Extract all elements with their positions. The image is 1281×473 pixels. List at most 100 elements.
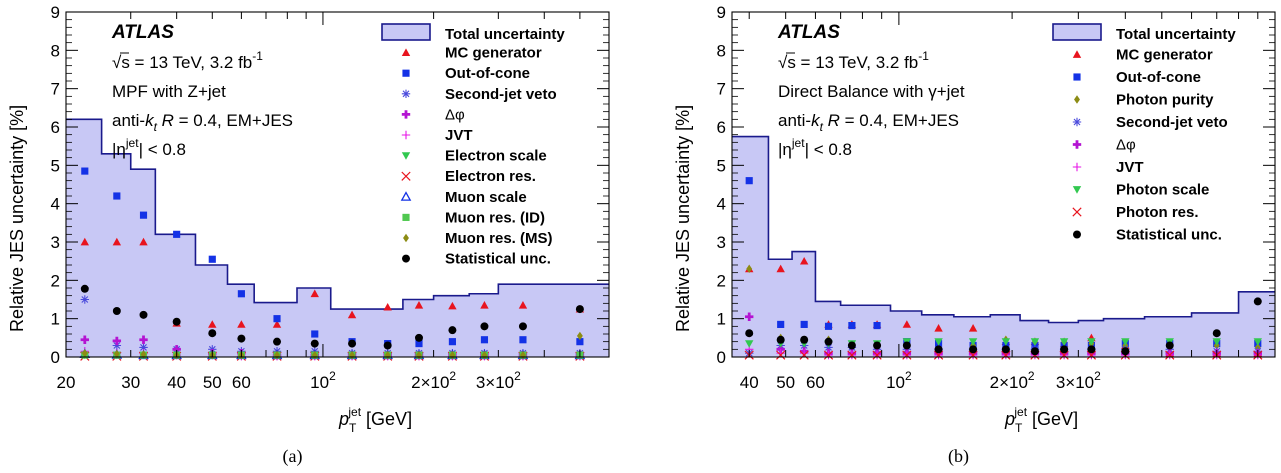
point-triangle-up-0-11 bbox=[448, 301, 457, 310]
point-circle-8-7 bbox=[934, 345, 943, 354]
point-circle-10-12 bbox=[480, 322, 489, 331]
legend-label: Statistical unc. bbox=[445, 251, 551, 268]
point-circle-8-6 bbox=[902, 341, 911, 350]
legend-swatch-total bbox=[381, 23, 431, 41]
legend-marker-6 bbox=[1072, 186, 1082, 194]
point-cross-7-3 bbox=[823, 350, 834, 360]
point-triangle-up-0-13 bbox=[518, 301, 528, 309]
point-circle-8-3 bbox=[824, 337, 833, 346]
legend-label: Out-of-cone bbox=[1116, 69, 1201, 86]
annotation-line: √s = 13 TeV, 3.2 fb-1 bbox=[112, 49, 263, 72]
annotation-line: Direct Balance with γ+jet bbox=[778, 82, 965, 101]
legend-label: Second-jet veto bbox=[1116, 114, 1228, 131]
legend-marker-8 bbox=[402, 213, 410, 221]
legend-label: Statistical unc. bbox=[1116, 227, 1222, 244]
point-diamond-9-2 bbox=[140, 350, 147, 359]
legend-marker-0 bbox=[401, 48, 411, 56]
y-tick-label: 8 bbox=[717, 41, 726, 60]
point-cross-7-1 bbox=[776, 350, 786, 360]
point-square-1-3 bbox=[824, 322, 833, 330]
point-square-1-14 bbox=[576, 338, 584, 346]
point-square-1-6 bbox=[273, 315, 281, 323]
point-circle-8-1 bbox=[776, 335, 785, 344]
y-tick-label: 7 bbox=[51, 80, 60, 99]
y-tick-label: 2 bbox=[51, 271, 60, 290]
x-tick-label: 50 bbox=[203, 373, 222, 392]
point-circle-10-0 bbox=[80, 284, 89, 293]
legend-marker-2 bbox=[1074, 95, 1080, 104]
total-uncertainty-outline bbox=[66, 118, 609, 310]
annotation-line: |ηjet| < 0.8 bbox=[112, 136, 186, 159]
point-square-1-5 bbox=[237, 290, 245, 298]
point-triangle-up-0-4 bbox=[208, 320, 217, 328]
legend-marker-3 bbox=[401, 110, 411, 119]
y-tick-label: 5 bbox=[51, 156, 60, 175]
point-triangle-down-6-10 bbox=[1030, 338, 1040, 346]
legend-label: Electron scale bbox=[445, 148, 547, 165]
point-cross-7-8 bbox=[968, 350, 978, 360]
point-triangle-up-0-7 bbox=[934, 324, 943, 332]
point-circle-10-13 bbox=[518, 322, 527, 331]
legend-label: Photon res. bbox=[1116, 204, 1199, 221]
y-axis-label: Relative JES uncertainty [%] bbox=[7, 105, 27, 332]
point-circle-8-15 bbox=[1212, 329, 1221, 338]
x-tick-label: 3×102 bbox=[476, 369, 521, 392]
x-tick-label: 2×102 bbox=[990, 369, 1035, 392]
annotation-line: anti-kt R = 0.4, EM+JES bbox=[112, 111, 293, 134]
point-triangle-up-0-0 bbox=[80, 237, 90, 246]
point-triangle-down-6-13 bbox=[1121, 338, 1130, 346]
point-triangle-up-0-2 bbox=[139, 237, 148, 246]
point-plus-bold-3-0 bbox=[80, 335, 90, 344]
point-triangle-up-0-7 bbox=[310, 289, 319, 298]
point-circle-10-6 bbox=[273, 337, 282, 346]
legend-label: Muon scale bbox=[445, 189, 527, 206]
x-tick-label: 20 bbox=[57, 373, 76, 392]
point-triangle-up-0-8 bbox=[968, 324, 978, 332]
point-circle-10-4 bbox=[208, 329, 217, 338]
point-triangle-up-0-12 bbox=[480, 301, 489, 309]
legend-label: MC generator bbox=[445, 45, 542, 62]
legend-label: Δφ bbox=[1116, 137, 1136, 154]
point-square-1-2 bbox=[800, 320, 808, 328]
point-square-1-2 bbox=[139, 211, 148, 219]
total-uncertainty-band bbox=[732, 136, 1275, 357]
atlas-label: ATLAS bbox=[777, 22, 840, 43]
point-triangle-up-0-10 bbox=[414, 301, 424, 309]
legend-label: Photon purity bbox=[1116, 92, 1214, 109]
point-asterisk-2-2 bbox=[139, 343, 148, 352]
x-tick-label: 3×102 bbox=[1056, 369, 1101, 392]
legend-label: Total uncertainty bbox=[1116, 26, 1236, 43]
legend-label: Total uncertainty bbox=[445, 26, 565, 43]
legend-swatch-total bbox=[1052, 23, 1102, 41]
y-axis-label: Relative JES uncertainty [%] bbox=[673, 105, 693, 332]
point-square-1-11 bbox=[448, 338, 456, 346]
legend-marker-3 bbox=[1072, 117, 1082, 127]
point-asterisk-2-1 bbox=[112, 341, 122, 350]
y-tick-label: 2 bbox=[717, 271, 726, 290]
point-diamond-2-0 bbox=[746, 264, 753, 274]
legend-marker-4 bbox=[1072, 140, 1082, 149]
point-triangle-down-6-11 bbox=[1059, 338, 1069, 346]
point-triangle-up-0-1 bbox=[112, 237, 122, 246]
annotation-line: |ηjet| < 0.8 bbox=[778, 136, 852, 159]
legend-label: Muon res. (MS) bbox=[445, 230, 553, 247]
point-cross-7-14 bbox=[1165, 350, 1175, 360]
point-square-1-10 bbox=[415, 340, 423, 348]
point-circle-10-10 bbox=[414, 333, 423, 342]
point-circle-8-2 bbox=[800, 335, 809, 344]
point-circle-8-0 bbox=[745, 329, 754, 338]
point-square-1-13 bbox=[519, 336, 527, 344]
panel-caption: (a) bbox=[283, 446, 303, 467]
point-circle-8-11 bbox=[1060, 345, 1069, 354]
y-tick-label: 3 bbox=[717, 233, 726, 252]
total-uncertainty-band bbox=[66, 119, 609, 357]
point-square-1-3 bbox=[173, 230, 181, 238]
point-square-1-4 bbox=[848, 321, 856, 330]
point-triangle-up-0-9 bbox=[383, 302, 392, 311]
point-plus-thin-5-1 bbox=[776, 348, 785, 358]
point-cross-7-11 bbox=[1059, 350, 1069, 360]
point-square-1-5 bbox=[873, 321, 881, 330]
y-tick-label: 0 bbox=[717, 348, 726, 367]
